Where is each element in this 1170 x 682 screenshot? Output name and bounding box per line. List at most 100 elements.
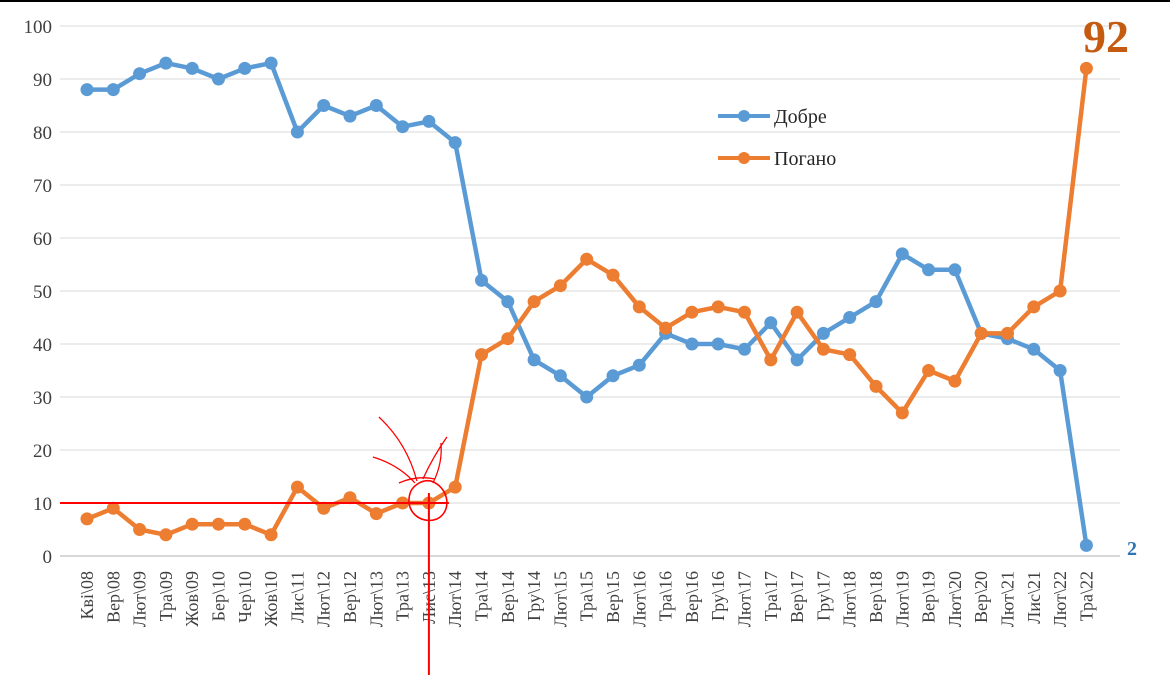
callout-last-bad-value: 92: [1083, 11, 1129, 62]
series-line-bad: [84, 66, 1089, 538]
data-point-good: [527, 353, 541, 367]
data-point-bad: [685, 305, 699, 319]
annotation-scribble: [372, 456, 416, 484]
data-point-bad: [448, 480, 462, 494]
data-point-good: [922, 263, 936, 277]
data-point-bad: [238, 517, 252, 531]
y-tick-label: 90: [33, 70, 52, 91]
data-point-good: [343, 109, 357, 123]
y-tick-label: 40: [33, 335, 52, 356]
x-tick-label: Лют\17: [735, 571, 755, 627]
data-point-good: [317, 99, 331, 112]
data-point-good: [106, 83, 120, 97]
data-point-good: [711, 337, 725, 351]
x-tick-label: Жов\09: [182, 571, 202, 627]
data-point-bad: [895, 406, 909, 420]
data-point-bad: [1027, 300, 1041, 314]
x-tick-label: Вер\20: [971, 571, 991, 623]
data-point-good: [948, 263, 962, 277]
y-tick-label: 100: [24, 17, 53, 38]
x-tick-label: Тра\17: [761, 571, 781, 621]
x-tick-label: Вер\18: [866, 571, 886, 623]
x-tick-label: Лют\13: [366, 571, 386, 627]
x-tick-label: Бер\10: [209, 571, 229, 621]
data-point-bad: [869, 379, 883, 393]
data-point-good: [685, 337, 699, 351]
y-tick-label: 80: [33, 123, 52, 144]
data-point-bad: [553, 279, 567, 293]
data-point-good: [1027, 342, 1041, 356]
data-point-bad: [212, 517, 225, 531]
x-tick-label: Гру\16: [708, 571, 728, 621]
y-axis-ticks: 0 10 20 30 40 50 60 70 80 90 100: [24, 17, 53, 568]
data-point-bad: [501, 332, 515, 346]
x-tick-label: Жов\10: [261, 571, 281, 627]
legend-swatch-bad-marker: [738, 152, 750, 164]
x-tick-label: Кві\08: [77, 571, 97, 620]
x-tick-label: Вер\19: [919, 571, 939, 623]
data-point-bad: [317, 501, 331, 515]
y-tick-label: 10: [33, 494, 52, 515]
data-point-good: [606, 369, 620, 383]
x-tick-label: Лют\12: [314, 571, 334, 627]
x-tick-label: Чер\10: [235, 571, 255, 623]
series-line-good: [84, 60, 1089, 548]
data-point-bad: [816, 342, 830, 356]
legend-label-bad: Погано: [774, 148, 836, 170]
x-tick-label: Гру\17: [813, 571, 833, 621]
annotation-scribble: [398, 477, 436, 484]
data-point-good: [133, 67, 147, 81]
data-point-good: [475, 273, 488, 287]
data-point-bad: [133, 523, 147, 536]
data-point-good: [764, 316, 778, 330]
y-tick-label: 30: [33, 388, 52, 409]
x-tick-label: Лют\20: [945, 571, 965, 627]
data-point-bad: [580, 252, 594, 266]
x-tick-label: Лют\16: [629, 571, 649, 627]
data-point-bad: [264, 528, 278, 542]
data-point-bad: [80, 512, 94, 526]
data-point-bad: [632, 300, 646, 314]
data-point-bad: [159, 528, 173, 542]
data-point-good: [580, 390, 594, 404]
data-point-good: [369, 99, 383, 112]
data-point-bad: [843, 348, 857, 362]
data-point-bad: [1001, 326, 1014, 340]
x-tick-label: Тра\09: [156, 571, 176, 621]
data-point-bad: [106, 501, 120, 515]
y-tick-label: 20: [33, 441, 52, 462]
data-point-bad: [475, 348, 488, 362]
x-tick-label: Лют\09: [130, 571, 150, 627]
data-point-good: [738, 342, 751, 356]
data-point-good: [553, 369, 567, 383]
x-tick-label: Лют\21: [998, 571, 1018, 627]
data-point-bad: [922, 364, 936, 377]
data-point-bad: [948, 374, 962, 388]
legend: Добре Погано: [718, 106, 836, 170]
x-tick-label: Лют\19: [892, 571, 912, 627]
data-point-good: [1079, 538, 1093, 552]
data-point-bad: [369, 507, 383, 521]
x-tick-label: Лют\15: [550, 571, 570, 627]
data-point-good: [816, 326, 830, 340]
data-point-good: [290, 125, 304, 139]
annotation-scribble: [432, 442, 442, 484]
x-tick-label: Гру\14: [524, 571, 544, 621]
x-tick-label: Тра\15: [577, 571, 597, 621]
legend-label-good: Добре: [774, 106, 827, 128]
series-lines: [80, 56, 1093, 552]
y-tick-label: 50: [33, 282, 52, 303]
data-point-good: [185, 61, 199, 75]
x-tick-label: Вер\12: [340, 571, 360, 623]
x-tick-label: Вер\17: [787, 571, 807, 623]
callout-last-good-value: 2: [1127, 538, 1137, 560]
top-border: [0, 0, 1170, 2]
data-point-bad: [290, 480, 304, 494]
annotation-circle: [408, 479, 448, 522]
data-point-bad: [1053, 284, 1067, 298]
data-point-good: [632, 358, 646, 372]
annotation-scribble: [422, 436, 448, 480]
x-tick-label: Лют\14: [445, 571, 465, 627]
gridlines: [60, 25, 1120, 557]
x-tick-label: Вер\14: [498, 571, 518, 623]
